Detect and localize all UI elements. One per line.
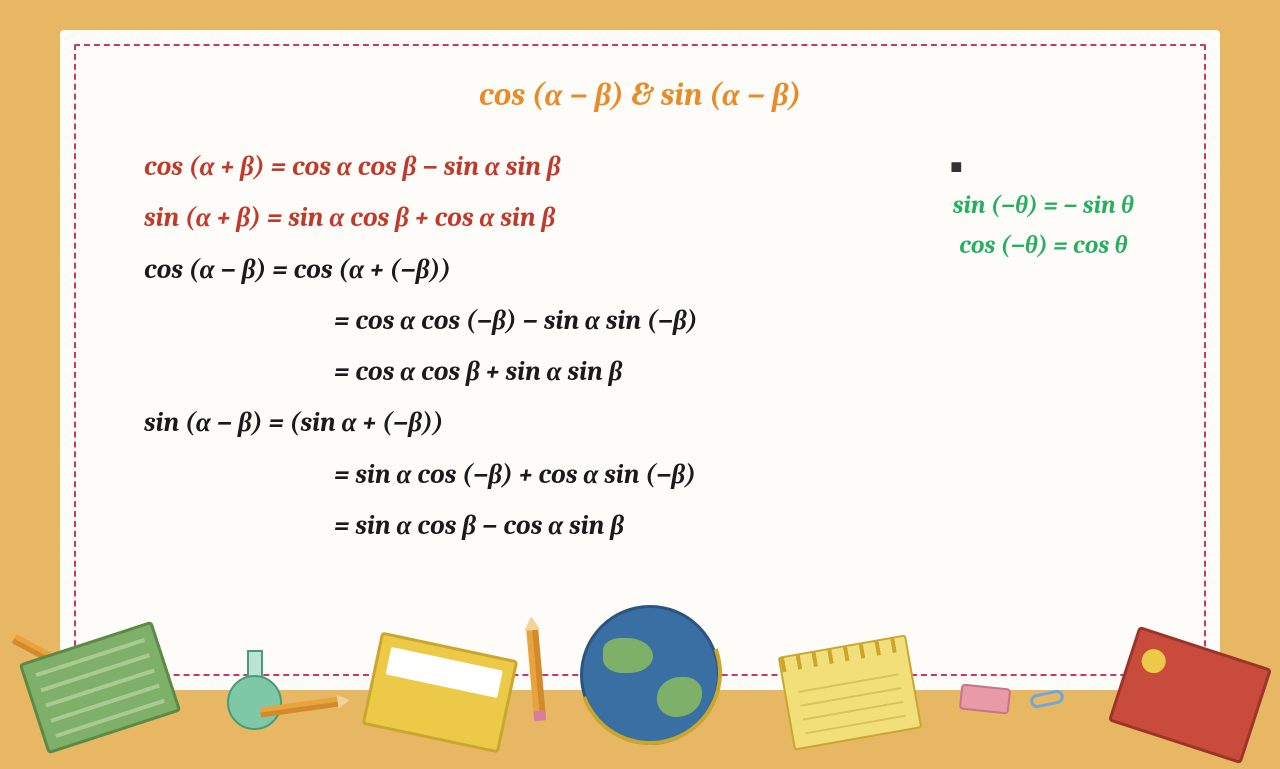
formula-sin-diff-line2: = sin α cos (−β) + cos α sin (−β) <box>144 449 1164 500</box>
identity-sin-neg: sin (−θ) = − sin θ <box>953 186 1134 226</box>
formula-cos-sum: cos (α + β) = cos α cos β − sin α sin β <box>144 141 1164 192</box>
formula-sin-diff-line1: sin (α − β) = (sin α + (−β)) <box>144 397 1164 448</box>
slide-title: cos (α − β) & sin (α − β) <box>116 76 1164 113</box>
dashed-border: cos (α − β) & sin (α − β) ◆ sin (−θ) = −… <box>74 44 1206 676</box>
pencil-icon <box>260 696 341 717</box>
identity-cos-neg: cos (−θ) = cos θ <box>953 226 1134 266</box>
side-identities: sin (−θ) = − sin θ cos (−θ) = cos θ <box>953 186 1134 266</box>
content-area: cos (α − β) & sin (α − β) ◆ sin (−θ) = −… <box>116 76 1164 654</box>
formula-cos-diff-line3: = cos α cos β + sin α sin β <box>144 346 1164 397</box>
formula-cos-diff-line2: = cos α cos (−β) − sin α sin (−β) <box>144 295 1164 346</box>
paperclip-icon <box>1029 689 1065 710</box>
formula-sin-diff-line3: = sin α cos β − cos α sin β <box>144 500 1164 551</box>
slide-paper: cos (α − β) & sin (α − β) ◆ sin (−θ) = −… <box>60 30 1220 690</box>
